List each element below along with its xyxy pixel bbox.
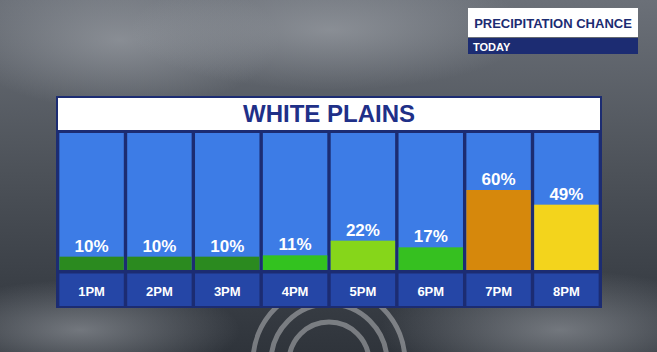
data-label: 60%	[482, 170, 516, 189]
data-labels: 10% 10% 10% 11% 22% 17% 60% 49%	[75, 170, 584, 256]
label-cell	[195, 273, 259, 306]
column-cell	[195, 133, 259, 270]
bar	[195, 257, 259, 270]
radar-arc	[271, 304, 387, 352]
bar	[59, 257, 123, 270]
label-cell	[534, 273, 598, 306]
bar	[466, 190, 530, 270]
data-label: 10%	[75, 237, 109, 256]
subtitle: TODAY	[473, 41, 511, 53]
tick: 6PM	[417, 272, 444, 299]
data-label: 10%	[142, 237, 176, 256]
tick: 4PM	[282, 272, 309, 299]
column-cell	[331, 133, 395, 270]
label-cell	[331, 273, 395, 306]
columns	[59, 133, 598, 270]
data-label: 17%	[414, 227, 448, 246]
location: WHITE PLAINS	[243, 100, 415, 127]
bar	[534, 205, 598, 270]
tick-label: 5PM	[350, 284, 377, 299]
label-cell	[399, 273, 463, 306]
bar	[263, 255, 327, 270]
bar	[399, 247, 463, 270]
bar	[331, 241, 395, 270]
label-cell	[59, 273, 123, 306]
title-box	[468, 8, 638, 37]
tick-label: 8PM	[553, 284, 580, 299]
data-label: 49%	[549, 185, 583, 204]
tick: 7PM	[485, 272, 512, 299]
bars	[59, 190, 598, 270]
title: PRECIPITATION CHANCE	[474, 16, 632, 31]
chart: PRECIPITATION CHANCE TODAY WHITE PLAINS 10%…	[0, 0, 657, 352]
column-cell	[399, 133, 463, 270]
column-cell	[534, 133, 598, 270]
tick: 5PM	[350, 272, 377, 299]
axis-line	[59, 272, 601, 274]
bar	[127, 257, 191, 270]
panel-frame	[56, 96, 602, 308]
column-cell	[466, 133, 530, 270]
column-cell	[59, 133, 123, 270]
label-cell	[263, 273, 327, 306]
column-cell	[263, 133, 327, 270]
tick-label: 7PM	[485, 284, 512, 299]
label-cells	[59, 273, 598, 306]
data-label: 22%	[346, 221, 380, 240]
tick: 1PM	[78, 272, 105, 299]
x-axis: 1PM 2PM 3PM 4PM 5PM 6PM 7PM 8PM	[59, 272, 601, 299]
label-cell	[127, 273, 191, 306]
tick-label: 6PM	[417, 284, 444, 299]
tick-label: 4PM	[282, 284, 309, 299]
data-label: 10%	[210, 237, 244, 256]
column-cell	[127, 133, 191, 270]
radar-arc	[289, 322, 369, 352]
location-box	[58, 98, 600, 130]
tick: 3PM	[214, 272, 241, 299]
data-label: 11%	[279, 235, 312, 254]
tick: 8PM	[553, 272, 580, 299]
tick-label: 2PM	[146, 284, 173, 299]
tick-label: 1PM	[78, 284, 105, 299]
subtitle-box	[468, 38, 638, 54]
tick: 2PM	[146, 272, 173, 299]
label-cell	[466, 273, 530, 306]
cloud	[380, 270, 657, 352]
tick-label: 3PM	[214, 284, 241, 299]
